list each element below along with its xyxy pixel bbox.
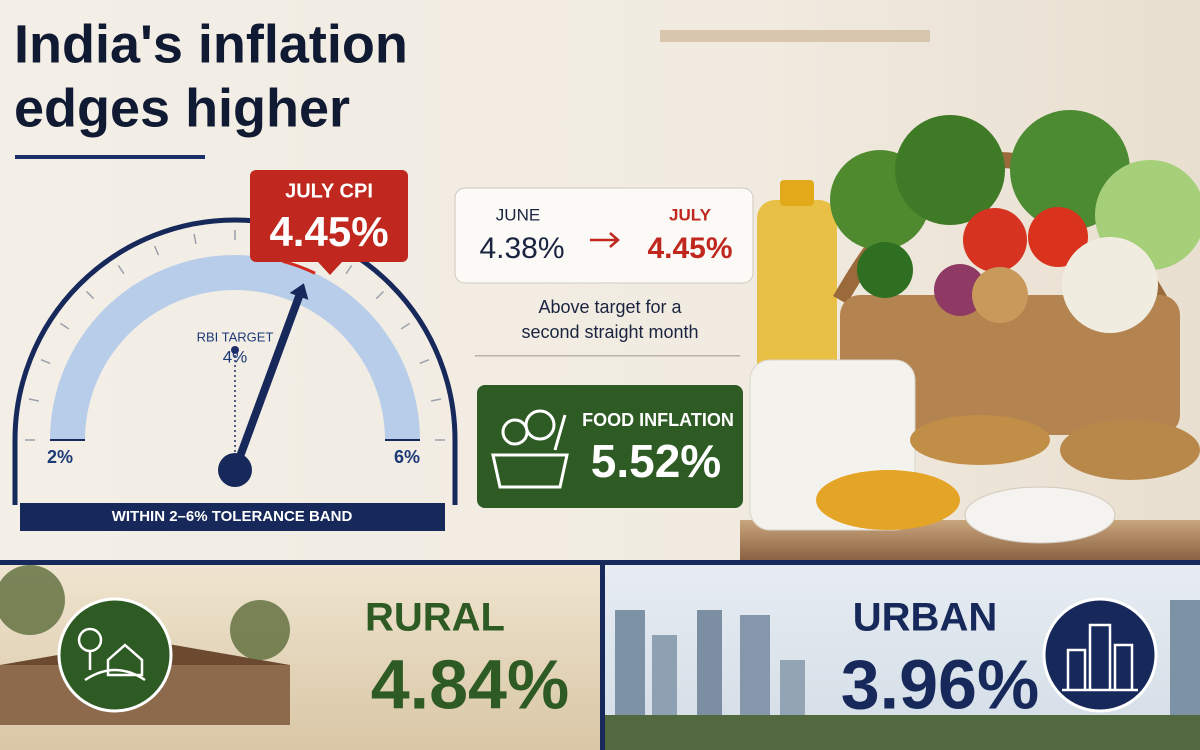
title-underline: [15, 155, 205, 159]
rural-panel: RURAL 4.84%: [0, 565, 600, 750]
food-title: FOOD INFLATION: [582, 410, 734, 430]
food-value: 5.52%: [591, 435, 721, 487]
urban-title: URBAN: [853, 596, 997, 640]
band-text: WITHIN 2–6% TOLERANCE BAND: [112, 508, 353, 525]
title: India's inflation: [14, 14, 408, 74]
gauge-tick-decor: [85, 290, 95, 300]
gauge-tick-decor: [400, 322, 411, 330]
title: edges higher: [14, 78, 350, 138]
gauge: WITHIN 2–6% TOLERANCE BAND RBI TARGET 4%…: [12, 217, 458, 531]
cpi-badge: JULY CPI 4.45%: [250, 170, 408, 275]
needle-head: [289, 283, 309, 300]
gauge-tick-decor: [117, 264, 125, 275]
needle: [231, 292, 304, 474]
gauge-tick-decor: [375, 290, 385, 300]
max-label: 6%: [394, 447, 420, 467]
panel-divider: [600, 562, 605, 750]
note: second straight month: [521, 322, 698, 342]
rural-title: RURAL: [365, 596, 505, 640]
note: Above target for a: [538, 297, 682, 317]
urban-value: 3.96%: [841, 645, 1039, 723]
urban-panel: URBAN 3.96%: [605, 565, 1200, 750]
rural-value: 4.84%: [371, 645, 569, 723]
gauge-tick-decor: [153, 245, 160, 256]
to-value: 4.45%: [647, 232, 732, 265]
divider: [475, 355, 740, 357]
panel-border: [0, 560, 1200, 565]
gauge-tick-decor: [345, 264, 353, 275]
target-title: RBI TARGET: [197, 329, 274, 344]
needle-hub: [218, 453, 252, 487]
badge-title: JULY CPI: [285, 180, 373, 202]
gauge-tick-decor: [419, 358, 430, 365]
comparison-card: JUNE 4.38% JULY 4.45%: [454, 187, 754, 284]
gauge-tick-decor: [28, 398, 39, 402]
gauge-tick-decor: [59, 322, 70, 330]
to-month: JULY: [669, 205, 712, 224]
from-value: 4.38%: [479, 232, 564, 265]
from-month: JUNE: [496, 205, 540, 224]
target-dot: [231, 346, 239, 354]
gauge-tick-decor: [431, 398, 442, 402]
min-label: 2%: [47, 447, 73, 467]
gauge-tick-decor: [193, 233, 197, 244]
grocery-illustration: [660, 30, 1200, 560]
food-card: FOOD INFLATION 5.52%: [477, 385, 743, 508]
badge-value: 4.45%: [269, 208, 388, 255]
gauge-tick-decor: [40, 358, 51, 365]
